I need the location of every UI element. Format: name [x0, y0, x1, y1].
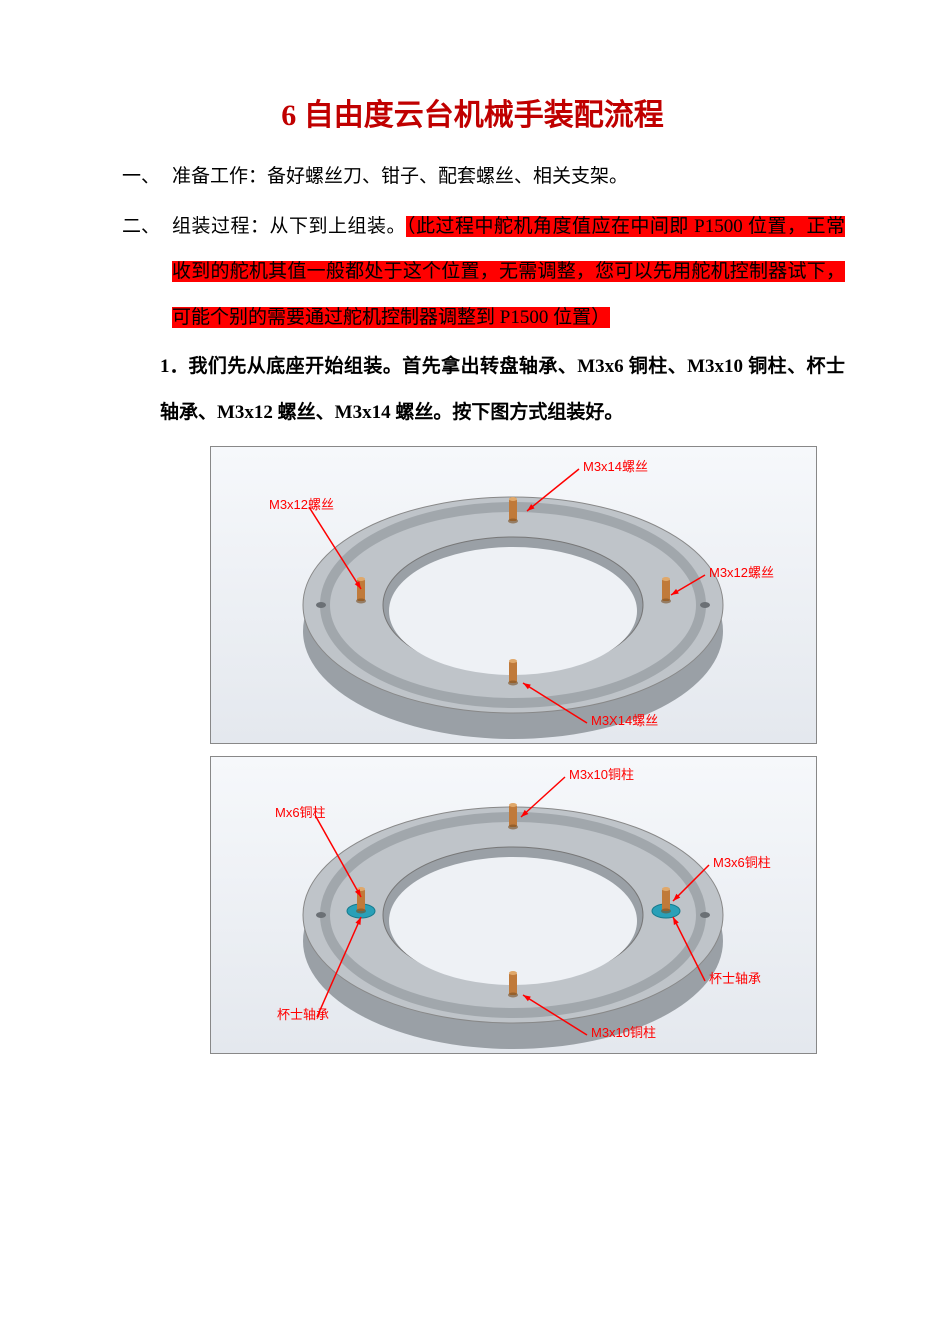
svg-text:杯士轴承: 杯士轴承 — [709, 971, 761, 986]
step-1: 一、 准备工作：备好螺丝刀、钳子、配套螺丝、相关支架。 — [100, 154, 845, 200]
svg-text:M3x14螺丝: M3x14螺丝 — [583, 459, 648, 474]
step-2-lead: 组装过程：从下到上组装。 — [172, 216, 406, 237]
substep-1-marker: 1． — [160, 344, 188, 390]
svg-text:M3x10铜柱: M3x10铜柱 — [591, 1025, 656, 1040]
step-2-body: 组装过程：从下到上组装。（此过程中舵机角度值应在中间即 P1500 位置，正常收… — [172, 204, 845, 341]
substep-1-text: 我们先从底座开始组装。首先拿出转盘轴承、M3x6 铜柱、M3x10 铜柱、杯士轴… — [160, 356, 845, 423]
svg-text:M3X14螺丝: M3X14螺丝 — [591, 713, 658, 728]
figure-1: M3x14螺丝 M3x12螺丝 M3x12螺丝 M3X14螺丝 — [210, 446, 817, 744]
step-2-marker: 二、 — [100, 204, 172, 341]
svg-text:M3x10铜柱: M3x10铜柱 — [569, 767, 634, 782]
step-1-text: 准备工作：备好螺丝刀、钳子、配套螺丝、相关支架。 — [172, 154, 845, 200]
step-1-marker: 一、 — [100, 154, 172, 200]
svg-text:M3x12螺丝: M3x12螺丝 — [709, 565, 774, 580]
step-2: 二、 组装过程：从下到上组装。（此过程中舵机角度值应在中间即 P1500 位置，… — [100, 204, 845, 341]
svg-text:Mx6铜柱: Mx6铜柱 — [275, 805, 326, 820]
svg-text:M3x6铜柱: M3x6铜柱 — [713, 855, 771, 870]
page-title: 6 自由度云台机械手装配流程 — [100, 90, 845, 134]
document-page: 6 自由度云台机械手装配流程 一、 准备工作：备好螺丝刀、钳子、配套螺丝、相关支… — [0, 0, 945, 1106]
substep-1: 1．我们先从底座开始组装。首先拿出转盘轴承、M3x6 铜柱、M3x10 铜柱、杯… — [160, 344, 845, 435]
figure-1-svg: M3x14螺丝 M3x12螺丝 M3x12螺丝 M3X14螺丝 — [211, 447, 816, 743]
figure-2-svg: M3x10铜柱Mx6铜柱M3x6铜柱杯士轴承杯士轴承M3x10铜柱 — [211, 757, 816, 1053]
figure-2: M3x10铜柱Mx6铜柱M3x6铜柱杯士轴承杯士轴承M3x10铜柱 — [210, 756, 817, 1054]
svg-text:M3x12螺丝: M3x12螺丝 — [269, 497, 334, 512]
svg-text:杯士轴承: 杯士轴承 — [277, 1007, 329, 1022]
